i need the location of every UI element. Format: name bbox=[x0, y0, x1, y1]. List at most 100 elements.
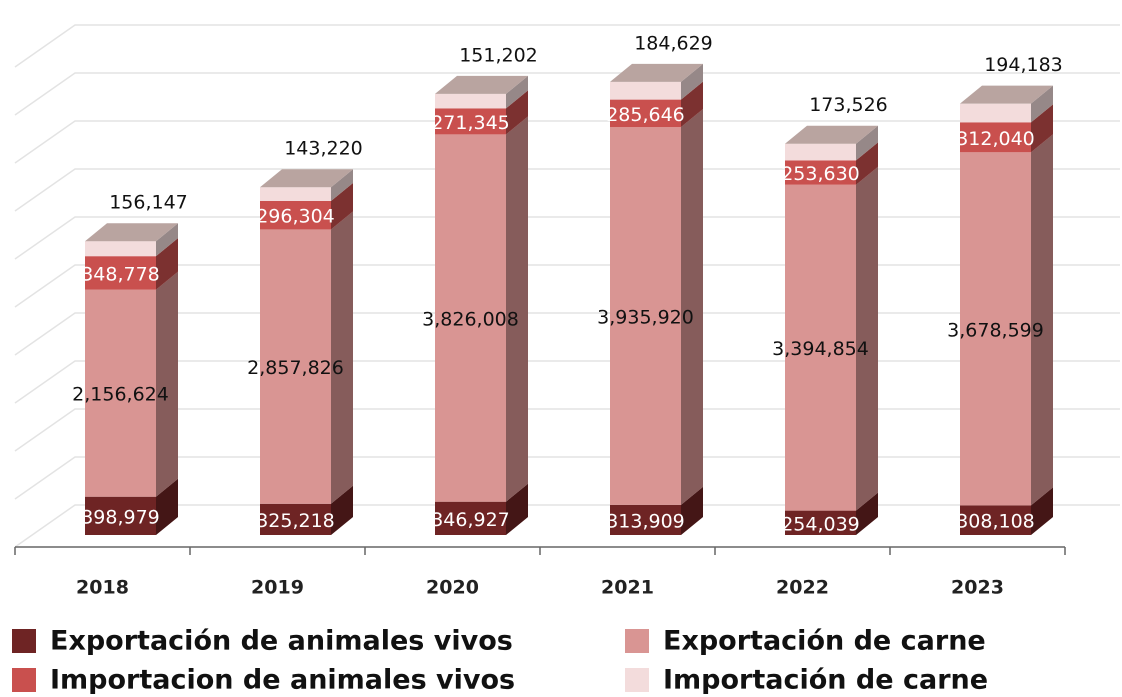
grid-line bbox=[14, 168, 1120, 212]
bar-segment bbox=[610, 81, 681, 100]
value-label: 254,039 bbox=[781, 513, 860, 535]
grid-line bbox=[14, 408, 1120, 452]
bar-segment bbox=[85, 256, 156, 290]
bar-segment bbox=[960, 152, 1031, 506]
bar-segment bbox=[960, 505, 1031, 535]
bar-side bbox=[681, 486, 703, 535]
grid-line bbox=[14, 360, 1120, 404]
bar-side bbox=[1031, 104, 1053, 153]
grid-line bbox=[14, 456, 1120, 500]
legend-swatch bbox=[12, 668, 36, 692]
bar-side-shade bbox=[681, 63, 703, 100]
bar-side bbox=[156, 271, 178, 497]
bar-side-shade bbox=[681, 109, 703, 505]
bar-side bbox=[681, 81, 703, 128]
grid-line bbox=[14, 264, 1120, 308]
x-tick-label: 2019 bbox=[251, 577, 304, 599]
bar-segment bbox=[610, 99, 681, 128]
bar-side bbox=[856, 492, 878, 535]
value-label: 308,108 bbox=[956, 511, 1035, 533]
bar-side bbox=[856, 125, 878, 161]
bar-side bbox=[681, 63, 703, 100]
bar-side bbox=[681, 109, 703, 505]
bar-side-shade bbox=[856, 142, 878, 185]
legend-label: Exportación de animales vivos bbox=[50, 626, 513, 657]
bar-side bbox=[856, 166, 878, 511]
bar-side bbox=[1031, 85, 1053, 123]
value-label: 398,979 bbox=[81, 506, 160, 528]
legend-swatch bbox=[12, 629, 36, 653]
bar-side bbox=[506, 90, 528, 135]
bar-side-shade bbox=[506, 90, 528, 135]
value-label: 173,526 bbox=[809, 94, 888, 116]
bar-segment bbox=[435, 134, 506, 502]
value-label: 348,778 bbox=[81, 263, 160, 285]
bar-side bbox=[856, 142, 878, 185]
bar-side-shade bbox=[156, 223, 178, 257]
bar-side-shade bbox=[1031, 104, 1053, 153]
value-label: 253,630 bbox=[781, 163, 860, 185]
grid-line bbox=[14, 72, 1120, 116]
bar-segment bbox=[610, 127, 681, 505]
bar-segment bbox=[260, 200, 331, 230]
legend-swatch bbox=[625, 668, 649, 692]
bar-side bbox=[506, 116, 528, 502]
bar-segment bbox=[785, 160, 856, 185]
value-label: 2,857,826 bbox=[247, 357, 344, 379]
legend-label: Importacion de animales vivos bbox=[50, 665, 515, 696]
value-label: 2,156,624 bbox=[72, 384, 169, 406]
value-label: 313,909 bbox=[606, 510, 685, 532]
bar-side bbox=[156, 238, 178, 290]
bar-segment bbox=[85, 241, 156, 257]
bar-side-shade bbox=[856, 166, 878, 511]
bar-segment bbox=[435, 108, 506, 135]
bar-side-shade bbox=[331, 211, 353, 504]
value-label: 3,678,599 bbox=[947, 319, 1044, 341]
bar-side-shade bbox=[331, 485, 353, 535]
bar-side-shade bbox=[1031, 85, 1053, 123]
bar-side bbox=[506, 75, 528, 109]
grid-line bbox=[14, 504, 1120, 548]
bar-side bbox=[1031, 487, 1053, 535]
bar-side-shade bbox=[856, 492, 878, 535]
legend-label: Exportación de carne bbox=[663, 626, 986, 657]
value-label: 325,218 bbox=[256, 510, 335, 532]
bar-segment bbox=[785, 184, 856, 511]
value-label: 194,183 bbox=[984, 54, 1063, 76]
value-label: 151,202 bbox=[459, 44, 538, 66]
bar-side-shade bbox=[156, 478, 178, 535]
bar-segment bbox=[785, 143, 856, 161]
bar-side bbox=[1031, 134, 1053, 506]
value-label: 271,345 bbox=[431, 112, 510, 134]
bar-segment bbox=[85, 289, 156, 497]
bar-side-shade bbox=[1031, 134, 1053, 506]
bar-side-shade bbox=[331, 182, 353, 230]
bar-segment bbox=[785, 510, 856, 535]
x-tick-label: 2020 bbox=[426, 577, 479, 599]
bar-side bbox=[156, 478, 178, 535]
bar-segment bbox=[85, 496, 156, 535]
bar-side bbox=[331, 485, 353, 535]
bar-side bbox=[506, 483, 528, 535]
grid-line bbox=[14, 312, 1120, 356]
value-label: 184,629 bbox=[634, 32, 713, 54]
bar-side-shade bbox=[506, 116, 528, 502]
grid-line bbox=[14, 24, 1120, 68]
legend-swatch bbox=[625, 629, 649, 653]
bar-top bbox=[435, 75, 528, 94]
bar-side-shade bbox=[156, 238, 178, 290]
bar-segment bbox=[260, 229, 331, 504]
value-label: 3,394,854 bbox=[772, 338, 869, 360]
bar-top bbox=[785, 125, 878, 144]
bar-segment bbox=[960, 122, 1031, 153]
value-label: 3,826,008 bbox=[422, 309, 519, 331]
bar-side-shade bbox=[1031, 487, 1053, 535]
value-label: 156,147 bbox=[109, 192, 188, 214]
x-tick-label: 2018 bbox=[76, 577, 129, 599]
value-label: 312,040 bbox=[956, 128, 1035, 150]
value-label: 346,927 bbox=[431, 509, 510, 531]
bar-side-shade bbox=[331, 169, 353, 201]
bar-segment bbox=[960, 103, 1031, 123]
legend-label: Importación de carne bbox=[663, 665, 988, 696]
